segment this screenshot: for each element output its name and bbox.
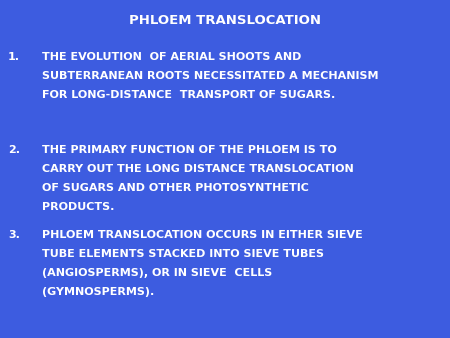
Text: PHLOEM TRANSLOCATION OCCURS IN EITHER SIEVE: PHLOEM TRANSLOCATION OCCURS IN EITHER SI…: [42, 230, 363, 240]
Text: SUBTERRANEAN ROOTS NECESSITATED A MECHANISM: SUBTERRANEAN ROOTS NECESSITATED A MECHAN…: [42, 71, 378, 81]
Text: 2.: 2.: [8, 145, 20, 155]
Text: TUBE ELEMENTS STACKED INTO SIEVE TUBES: TUBE ELEMENTS STACKED INTO SIEVE TUBES: [42, 249, 324, 259]
Text: (GYMNOSPERMS).: (GYMNOSPERMS).: [42, 287, 154, 297]
Text: 3.: 3.: [8, 230, 20, 240]
Text: THE EVOLUTION  OF AERIAL SHOOTS AND: THE EVOLUTION OF AERIAL SHOOTS AND: [42, 52, 302, 62]
Text: FOR LONG-DISTANCE  TRANSPORT OF SUGARS.: FOR LONG-DISTANCE TRANSPORT OF SUGARS.: [42, 90, 335, 100]
Text: 1.: 1.: [8, 52, 20, 62]
Text: (ANGIOSPERMS), OR IN SIEVE  CELLS: (ANGIOSPERMS), OR IN SIEVE CELLS: [42, 268, 272, 278]
Text: OF SUGARS AND OTHER PHOTOSYNTHETIC: OF SUGARS AND OTHER PHOTOSYNTHETIC: [42, 183, 309, 193]
Text: PHLOEM TRANSLOCATION: PHLOEM TRANSLOCATION: [129, 14, 321, 27]
Text: THE PRIMARY FUNCTION OF THE PHLOEM IS TO: THE PRIMARY FUNCTION OF THE PHLOEM IS TO: [42, 145, 337, 155]
Text: CARRY OUT THE LONG DISTANCE TRANSLOCATION: CARRY OUT THE LONG DISTANCE TRANSLOCATIO…: [42, 164, 354, 174]
Text: PRODUCTS.: PRODUCTS.: [42, 202, 114, 212]
